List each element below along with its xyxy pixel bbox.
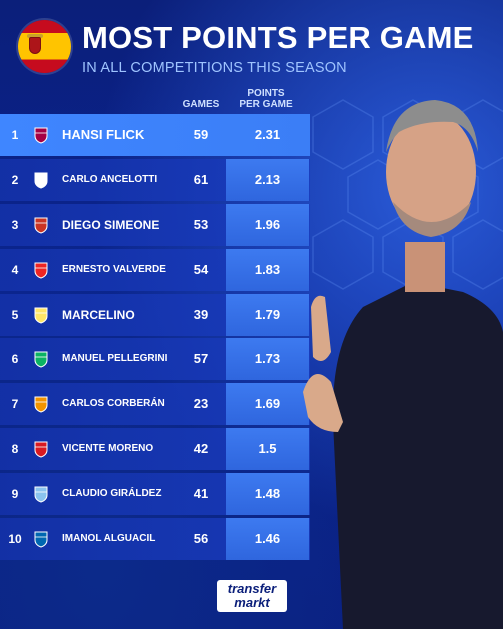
points-per-game-value: 1.96 xyxy=(226,203,309,246)
rank-number: 8 xyxy=(11,442,19,457)
points-per-game-value: 1.48 xyxy=(226,473,309,516)
real-betis-crest-icon xyxy=(34,351,48,368)
points-per-game-value: 1.79 xyxy=(226,293,309,336)
column-header-games: GAMES xyxy=(182,99,220,110)
coach-name: VICENTE MORENO xyxy=(62,443,154,455)
transfermarkt-logo: transfer markt xyxy=(217,580,287,612)
real-madrid-crest-icon xyxy=(34,172,48,189)
games-value: 39 xyxy=(193,306,209,322)
page-title: MOST POINTS PER GAME xyxy=(82,20,474,55)
real-sociedad-crest-icon xyxy=(34,531,48,548)
rank-number: 5 xyxy=(11,307,19,322)
points-per-game-value: 2.13 xyxy=(226,158,309,201)
rank-number: 10 xyxy=(8,532,22,547)
rank-number: 7 xyxy=(11,397,19,412)
table-row: 6 MANUEL PELLEGRINI 57 1.73 xyxy=(0,338,310,381)
spain-flag-icon xyxy=(18,20,71,73)
table-row: 3 DIEGO SIMEONE 53 1.96 xyxy=(0,203,310,246)
games-value: 56 xyxy=(193,531,209,547)
athletic-bilbao-crest-icon xyxy=(34,262,48,279)
table-row: 10 IMANOL ALGUACIL 56 1.46 xyxy=(0,518,310,561)
column-header-ppg-line1: POINTS xyxy=(247,88,285,99)
rankings-table: 1 HANSI FLICK 59 2.31 2 CARLO ANCELOTTI … xyxy=(0,114,310,563)
points-per-game-value: 1.5 xyxy=(226,428,309,471)
coach-name: IMANOL ALGUACIL xyxy=(62,533,156,545)
rank-number: 6 xyxy=(11,352,19,367)
atletico-madrid-crest-icon xyxy=(34,217,48,234)
coach-name: ERNESTO VALVERDE xyxy=(62,263,166,275)
games-value: 57 xyxy=(193,351,209,367)
rank-number: 9 xyxy=(11,487,19,502)
coach-name: CARLOS CORBERÁN xyxy=(62,398,165,410)
games-value: 53 xyxy=(193,216,209,232)
rank-number: 4 xyxy=(11,262,19,277)
column-header-ppg-line2: PER GAME xyxy=(239,99,293,110)
table-row: 9 CLAUDIO GIRÁLDEZ 41 1.48 xyxy=(0,473,310,516)
coach-photo xyxy=(303,100,503,629)
celta-vigo-crest-icon xyxy=(34,486,48,503)
table-row: 7 CARLOS CORBERÁN 23 1.69 xyxy=(0,383,310,426)
table-row: 8 VICENTE MORENO 42 1.5 xyxy=(0,428,310,471)
table-row: 4 ERNESTO VALVERDE 54 1.83 xyxy=(0,248,310,291)
points-per-game-value: 1.73 xyxy=(226,338,309,381)
points-per-game-value: 1.69 xyxy=(226,383,309,426)
points-per-game-value: 1.46 xyxy=(226,518,309,561)
coach-name: DIEGO SIMEONE xyxy=(62,217,160,232)
rank-number: 3 xyxy=(11,217,19,232)
coach-name: MANUEL PELLEGRINI xyxy=(62,353,168,365)
coach-name: MARCELINO xyxy=(62,307,135,322)
table-row: 1 HANSI FLICK 59 2.31 xyxy=(0,114,310,156)
games-value: 59 xyxy=(193,127,209,142)
osasuna-crest-icon xyxy=(34,441,48,458)
rank-number: 2 xyxy=(11,172,19,187)
coach-name: HANSI FLICK xyxy=(62,127,145,142)
table-row: 5 MARCELINO 39 1.79 xyxy=(0,293,310,336)
games-value: 41 xyxy=(193,486,209,502)
games-value: 42 xyxy=(193,441,209,457)
coach-name: CARLO ANCELOTTI xyxy=(62,173,158,185)
games-value: 61 xyxy=(193,171,209,187)
games-value: 23 xyxy=(193,396,209,412)
points-per-game-value: 1.83 xyxy=(226,248,309,291)
page-subtitle: IN ALL COMPETITIONS THIS SEASON xyxy=(82,60,347,76)
games-value: 54 xyxy=(193,261,209,277)
villarreal-crest-icon xyxy=(34,307,48,324)
coach-name: CLAUDIO GIRÁLDEZ xyxy=(62,488,162,500)
valencia-crest-icon xyxy=(34,396,48,413)
rank-number: 1 xyxy=(11,128,19,142)
barcelona-crest-icon xyxy=(34,127,48,144)
column-header-points-per-game: POINTS PER GAME xyxy=(226,88,306,110)
points-per-game-value: 2.31 xyxy=(254,127,281,142)
table-row: 2 CARLO ANCELOTTI 61 2.13 xyxy=(0,158,310,201)
